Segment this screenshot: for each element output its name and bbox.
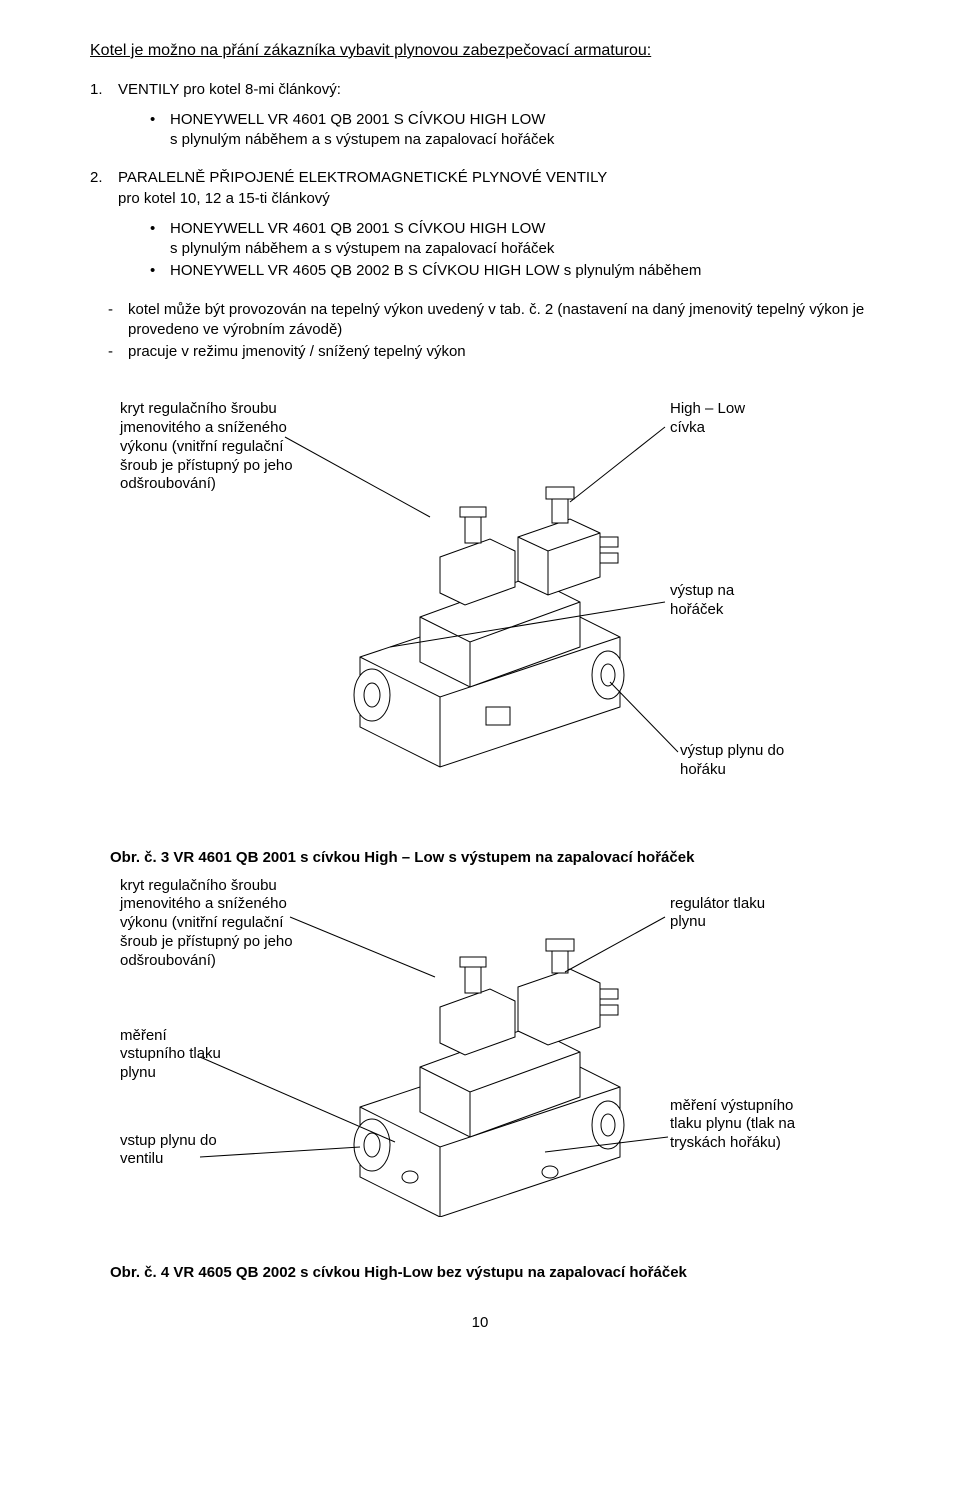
list-item: HONEYWELL VR 4601 QB 2001 S CÍVKOU HIGH … [150, 219, 870, 260]
section-2-number: 2. [90, 168, 108, 209]
section-1-heading: VENTILY pro kotel 8-mi článkový: [118, 80, 341, 100]
figure-2-label-regscrew: kryt regulačního šroubu jmenovitého a sn… [120, 877, 310, 971]
page-number: 10 [90, 1313, 870, 1333]
figure-2: kryt regulačního šroubu jmenovitého a sn… [90, 877, 870, 1257]
figure-1-label-outlet-burner: výstup na hořáček [670, 582, 790, 620]
figure-2-label-regulator: regulátor tlaku plynu [670, 895, 780, 933]
section-1-number: 1. [90, 80, 108, 100]
list-item: pracuje v režimu jmenovitý / snížený tep… [108, 342, 870, 362]
list-item: HONEYWELL VR 4605 QB 2002 B S CÍVKOU HIG… [150, 261, 870, 281]
figure-1-label-coil: High – Low cívka [670, 400, 770, 438]
figure-2-label-gas-in: vstup plynu do ventilu [120, 1132, 220, 1170]
page-title: Kotel je možno na přání zákazníka vybavi… [90, 40, 870, 62]
section-2: 2. PARALELNĚ PŘIPOJENÉ ELEKTROMAGNETICKÉ… [90, 168, 870, 209]
section-1: 1. VENTILY pro kotel 8-mi článkový: [90, 80, 870, 100]
section-1-bullets: HONEYWELL VR 4601 QB 2001 S CÍVKOU HIGH … [150, 110, 870, 151]
section-2-heading: PARALELNĚ PŘIPOJENÉ ELEKTROMAGNETICKÉ PL… [118, 168, 607, 209]
figure-1-label-gas-out: výstup plynu do hořáku [680, 742, 820, 780]
figure-1-caption: Obr. č. 3 VR 4601 QB 2001 s cívkou High … [110, 848, 870, 868]
list-item: HONEYWELL VR 4601 QB 2001 S CÍVKOU HIGH … [150, 110, 870, 151]
figure-2-label-out-pressure: měření výstupního tlaku plynu (tlak na t… [670, 1097, 820, 1153]
notes-list: kotel může být provozován na tepelný výk… [90, 300, 870, 363]
figure-1: kryt regulačního šroubu jmenovitého a sn… [90, 382, 870, 842]
section-2-bullets: HONEYWELL VR 4601 QB 2001 S CÍVKOU HIGH … [150, 219, 870, 282]
figure-2-label-in-pressure: měření vstupního tlaku plynu [120, 1027, 230, 1083]
list-item: kotel může být provozován na tepelný výk… [108, 300, 870, 341]
figure-1-label-regscrew: kryt regulačního šroubu jmenovitého a sn… [120, 400, 310, 494]
figure-2-caption: Obr. č. 4 VR 4605 QB 2002 s cívkou High-… [110, 1263, 870, 1283]
